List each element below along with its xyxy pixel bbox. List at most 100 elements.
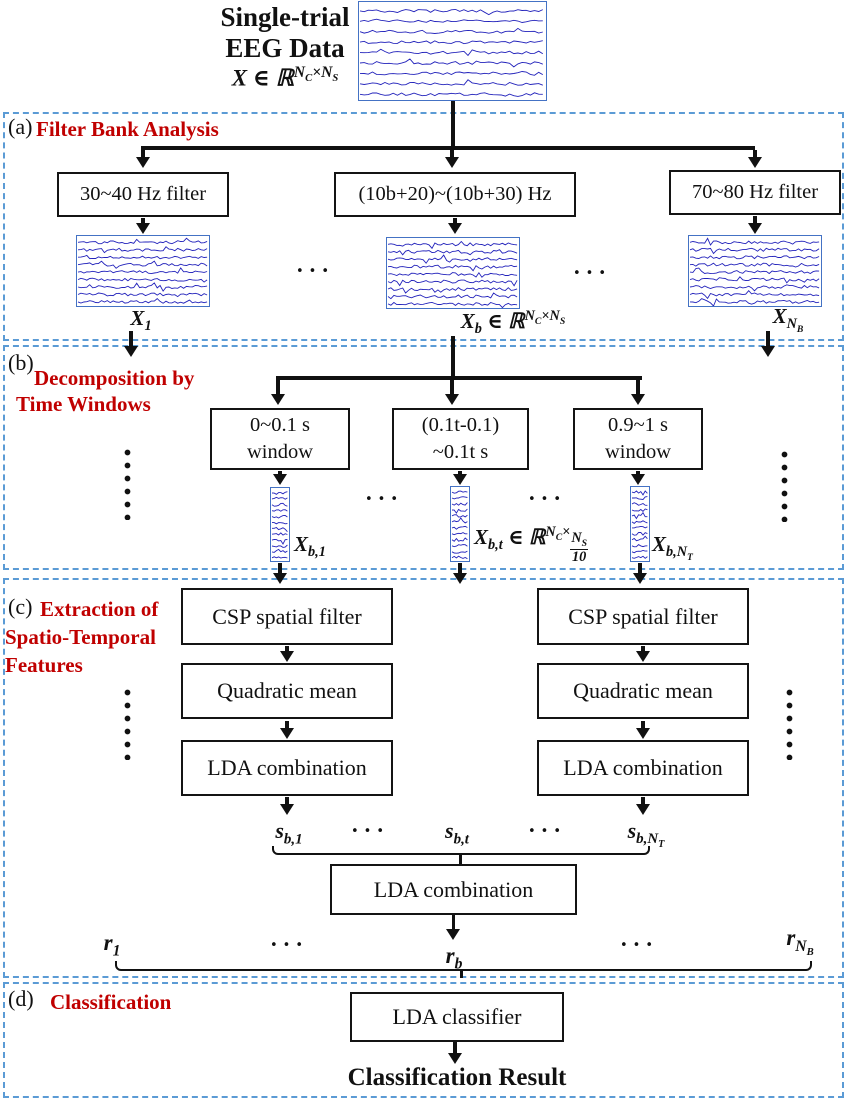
- page-title-line1: Single-trial: [220, 2, 350, 32]
- window-box-2-line1: (0.1t-0.1): [421, 413, 500, 436]
- arrow-down: [641, 646, 645, 651]
- arrow-band1-down: [129, 331, 133, 346]
- r-brace-tick: [460, 970, 463, 978]
- quadratic-mean-box-right-label: Quadratic mean: [573, 678, 713, 704]
- filter-box-2-label: (10b+20)~(10b+30) Hz: [358, 182, 552, 205]
- arrow-to-filter-3: [753, 150, 757, 157]
- eeg-signal-image-bandNB: [688, 235, 822, 307]
- window-output-NT-label: Xb,NT: [652, 532, 693, 564]
- eeg-strip-NT: [630, 486, 650, 562]
- section-c-title-line1: Extraction of: [40, 597, 159, 621]
- s-label-t: sb,t: [445, 818, 469, 848]
- ellipsis-horizontal: •••: [364, 492, 404, 507]
- quadratic-mean-box-right: Quadratic mean: [537, 663, 749, 719]
- section-d-title: Classification: [50, 990, 172, 1014]
- arrow-to-window-1: [276, 380, 280, 394]
- csp-box-right-label: CSP spatial filter: [568, 603, 718, 629]
- section-b-frame: [3, 345, 844, 570]
- arrow-down: [278, 563, 282, 573]
- lda-classifier-box: LDA classifier: [350, 992, 564, 1042]
- arrow-down: [753, 216, 757, 223]
- window-box-3-line2: window: [604, 441, 672, 463]
- ellipsis-horizontal: •••: [572, 266, 612, 281]
- window-box-1-line2: window: [246, 441, 314, 463]
- filter-box-3: 70~80 Hz filter: [669, 170, 841, 215]
- arrow-down: [638, 563, 642, 573]
- r-label-1: r1: [103, 930, 121, 960]
- csp-box-left-label: CSP spatial filter: [212, 603, 362, 629]
- filter-box-1: 30~40 Hz filter: [57, 172, 229, 217]
- arrow-down: [458, 471, 462, 474]
- filter-box-1-label: 30~40 Hz filter: [79, 182, 207, 205]
- connector-line: [451, 336, 455, 378]
- arrow-down: [453, 218, 457, 223]
- section-d-tag: (d): [8, 986, 34, 1011]
- arrow-down: [453, 1042, 457, 1053]
- ellipsis-horizontal: •••: [269, 938, 309, 953]
- arrow-down: [285, 646, 289, 651]
- arrow-down: [458, 563, 462, 573]
- input-dimension-label: X ∈ ℝNC×NS: [231, 64, 339, 91]
- arrow-to-filter-2: [450, 150, 454, 157]
- section-a-title: Filter Bank Analysis: [36, 117, 219, 141]
- eeg-signal-image-bandb: [386, 237, 520, 309]
- section-d-frame: [3, 982, 844, 1098]
- ellipsis-horizontal: •••: [350, 824, 390, 839]
- branch-line-b: [276, 376, 642, 380]
- r-label-b: rb: [445, 943, 463, 973]
- quadratic-mean-box-left: Quadratic mean: [181, 663, 393, 719]
- window-box-1: 0~0.1 s window: [210, 408, 350, 470]
- eeg-strip-t: [450, 486, 470, 562]
- window-box-1-line1: 0~0.1 s: [249, 413, 311, 436]
- ellipsis-horizontal: •••: [527, 492, 567, 507]
- band-output-b-label: Xb ∈ ℝNC×NS: [460, 308, 566, 338]
- s-label-NT: sb,NT: [627, 818, 665, 851]
- arrow-down: [451, 915, 456, 929]
- arrow-to-window-2: [450, 380, 454, 394]
- arrow-to-window-3: [636, 380, 640, 394]
- window-box-2-line2: ~0.1t s: [432, 441, 489, 463]
- csp-box-left: CSP spatial filter: [181, 588, 393, 645]
- s-brace-tick: [459, 854, 462, 864]
- ellipsis-horizontal: •••: [527, 824, 567, 839]
- window-box-3-line1: 0.9~1 s: [607, 413, 669, 436]
- lda-classifier-box-label: LDA classifier: [392, 1004, 522, 1030]
- ellipsis-vertical: [124, 686, 131, 760]
- arrow-bandNB-down: [766, 331, 770, 346]
- section-b-tag: (b): [8, 350, 34, 375]
- section-b-title-line2: Time Windows: [16, 392, 151, 416]
- band-output-1-label: X1: [130, 306, 152, 335]
- ellipsis-horizontal: •••: [295, 264, 335, 279]
- page-title-line2: EEG Data: [225, 33, 345, 63]
- page-title: Single-trial EEG Data: [190, 2, 380, 64]
- lda-combination-box-left-label: LDA combination: [207, 755, 367, 781]
- arrow-down: [285, 721, 289, 728]
- csp-box-right: CSP spatial filter: [537, 588, 749, 645]
- lda-combination-box-right-label: LDA combination: [563, 755, 723, 781]
- section-c-title-line3: Features: [5, 653, 83, 677]
- window-output-t-label: Xb,t ∈ ℝNC× NS 10: [474, 524, 589, 565]
- arrow-down: [285, 797, 289, 804]
- ellipsis-vertical: [124, 446, 131, 520]
- branch-line-a: [141, 146, 755, 150]
- connector-line: [451, 101, 455, 146]
- lda-combination-box-left: LDA combination: [181, 740, 393, 796]
- lda-combination-box-center-label: LDA combination: [373, 876, 534, 902]
- window-output-1-label: Xb,1: [294, 532, 326, 561]
- arrow-down: [641, 721, 645, 728]
- arrow-down: [636, 471, 640, 474]
- eeg-strip-1: [270, 487, 290, 562]
- ellipsis-vertical: [786, 686, 793, 760]
- arrow-down: [141, 218, 145, 223]
- arrow-down: [278, 471, 282, 474]
- lda-combination-box-center: LDA combination: [330, 864, 577, 915]
- filter-box-3-label: 70~80 Hz filter: [691, 180, 819, 203]
- arrow-down: [641, 797, 645, 804]
- band-output-NB-label: XNB: [772, 304, 804, 336]
- ellipsis-horizontal: •••: [619, 938, 659, 953]
- r-label-NB: rNB: [786, 925, 814, 958]
- r-collection-brace: [115, 961, 812, 971]
- section-c-title-line2: Spatio-Temporal: [5, 625, 156, 649]
- window-box-2: (0.1t-0.1) ~0.1t s: [392, 408, 529, 470]
